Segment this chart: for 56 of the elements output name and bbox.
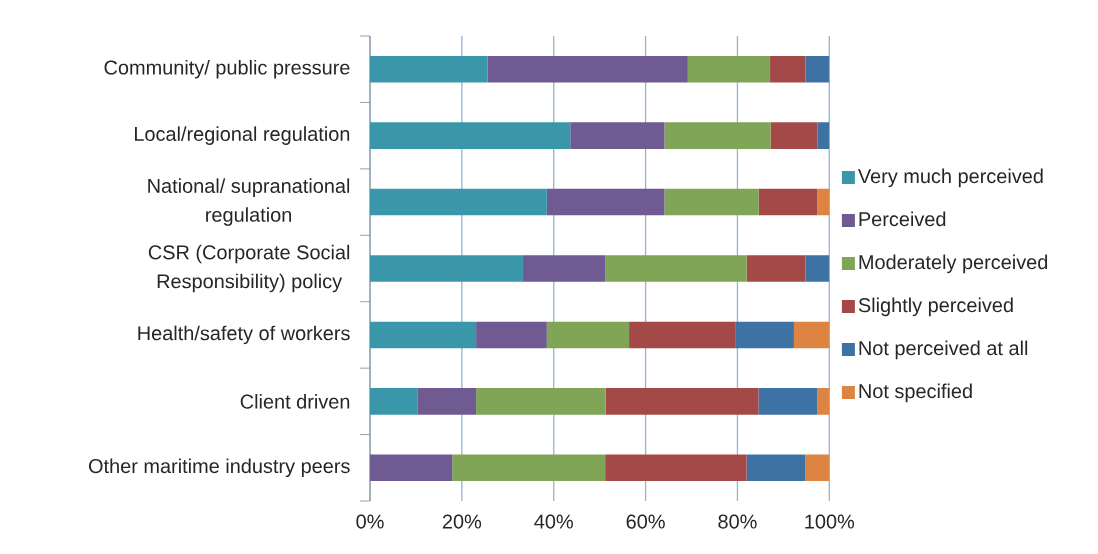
bar: [805, 255, 830, 282]
legend-label: Very much perceived: [858, 168, 1043, 188]
bar: [370, 55, 488, 83]
bar: [746, 255, 806, 282]
bar: [758, 188, 818, 216]
y-tick-label: Client driven: [240, 394, 350, 409]
bar: [605, 454, 747, 482]
x-tick-label: 60%: [626, 514, 665, 529]
y-tick-label: Local/regional regulation: [135, 126, 350, 145]
x-tick-label: 0%: [356, 514, 384, 529]
x-tick-label: 80%: [718, 514, 757, 529]
bar: [452, 454, 606, 482]
bar: [735, 321, 794, 349]
bar: [370, 255, 523, 282]
legend-label: Not perceived at all: [859, 340, 1028, 360]
legend-label: Slightly perceived: [858, 297, 1013, 317]
bar: [758, 388, 818, 415]
bar: [476, 388, 606, 415]
y-tick-label: Health/safety of workers: [138, 325, 350, 345]
y-tick-label: Other maritime industry peers: [88, 458, 350, 478]
y-tick-label: National/ supranational regulation: [148, 178, 350, 226]
bar: [370, 321, 477, 349]
x-tick-label: 100%: [805, 514, 855, 529]
bar: [664, 122, 771, 149]
y-tick-label: CSR (Corporate Social Responsibility) policy: [148, 244, 350, 293]
y-tick-label: Community/ public pressure: [104, 59, 350, 79]
legend-label: Not specified: [859, 383, 972, 403]
bar: [476, 321, 547, 349]
bar: [522, 255, 606, 282]
x-tick-label: 20%: [442, 514, 482, 529]
bar: [546, 321, 630, 349]
bar: [770, 122, 818, 149]
bar: [570, 122, 665, 149]
bar: [805, 55, 830, 83]
bar: [417, 388, 477, 415]
bar: [605, 255, 747, 282]
bar: [770, 55, 806, 83]
legend-label: Moderately perceived: [859, 254, 1048, 274]
bar: [546, 188, 665, 216]
bar: [370, 188, 547, 216]
bar: [370, 454, 453, 482]
bar: [605, 388, 759, 415]
x-tick-label: 40%: [534, 514, 573, 529]
bar: [793, 321, 830, 349]
bar: [370, 122, 571, 149]
bar: [817, 388, 830, 415]
bar: [746, 454, 806, 482]
bar: [370, 388, 418, 415]
bar: [664, 188, 759, 216]
legend-label: Perceived: [859, 211, 946, 227]
bar: [629, 321, 736, 349]
bar: [687, 55, 771, 83]
bar: [817, 188, 830, 216]
bar: [487, 55, 688, 83]
bar: [805, 454, 830, 482]
bar: [817, 122, 830, 149]
